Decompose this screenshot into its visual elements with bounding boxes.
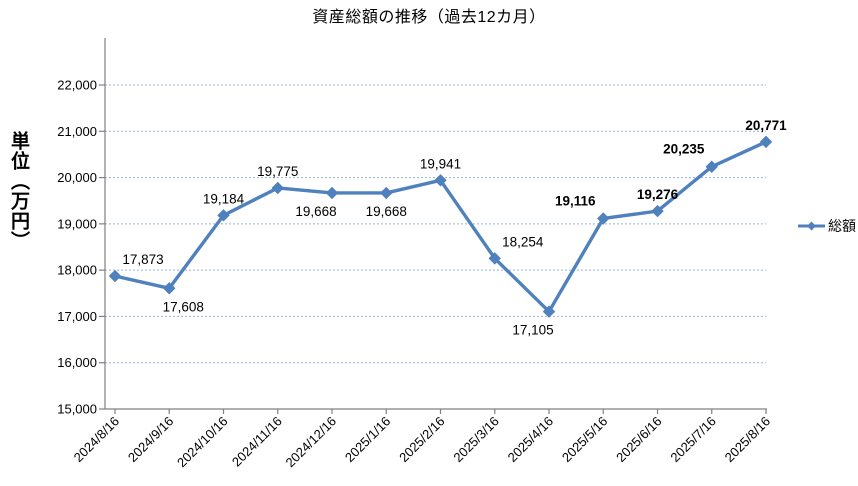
legend: 総額 (797, 216, 856, 236)
data-point-marker (217, 209, 230, 222)
data-point-marker (325, 186, 339, 200)
x-tick-label: 2025/6/16 (613, 414, 665, 466)
data-point-marker (759, 135, 773, 149)
y-tick-label: 15,000 (57, 402, 97, 417)
y-tick-label: 17,000 (57, 309, 97, 324)
x-tick-label: 2024/12/16 (282, 414, 339, 471)
data-point-marker (597, 212, 610, 225)
x-tick-label: 2025/1/16 (342, 414, 394, 466)
data-point-marker (434, 174, 447, 187)
data-point-marker (488, 252, 501, 265)
x-tick-label: 2024/10/16 (174, 414, 231, 471)
x-tick-label: 2025/8/16 (722, 414, 774, 466)
x-tick-label: 2025/4/16 (505, 414, 557, 466)
y-tick-label: 22,000 (57, 78, 97, 93)
x-tick-label: 2024/11/16 (229, 414, 285, 470)
data-point-label: 17,873 (122, 252, 163, 267)
y-tick-label: 21,000 (57, 124, 97, 139)
data-point-label: 18,254 (502, 234, 544, 249)
legend-series-label: 総額 (828, 218, 856, 234)
data-point-marker (271, 181, 284, 195)
data-point-marker (163, 282, 176, 295)
data-point-label: 17,105 (512, 323, 553, 338)
x-tick-label: 2025/2/16 (396, 414, 448, 466)
data-point-label: 19,116 (555, 193, 596, 208)
data-point-marker (542, 305, 556, 318)
x-tick-label: 2025/3/16 (450, 414, 502, 466)
data-point-label: 20,771 (745, 118, 787, 133)
x-tick-label: 2025/5/16 (559, 414, 611, 466)
x-tick-label: 2025/7/16 (667, 414, 719, 466)
y-tick-label: 16,000 (57, 355, 97, 370)
data-point-marker (380, 186, 393, 200)
data-point-marker (651, 204, 664, 218)
legend-line-marker-icon (798, 221, 825, 231)
y-tick-label: 18,000 (57, 263, 97, 278)
data-point-label: 19,276 (637, 187, 679, 202)
data-point-label: 20,235 (663, 142, 705, 157)
data-point-marker (705, 160, 718, 173)
y-axis-title: 単位（万円） (8, 131, 29, 251)
x-tick-label: 2024/9/16 (125, 414, 177, 466)
x-tick-label: 2024/8/16 (71, 414, 123, 466)
data-point-label: 19,668 (295, 204, 336, 219)
data-point-label: 19,184 (203, 191, 245, 206)
chart-title: 資産総額の推移（過去12カ月） (312, 9, 546, 26)
data-point-label: 17,608 (163, 299, 204, 314)
data-point-label: 19,775 (257, 164, 298, 179)
y-tick-label: 19,000 (57, 216, 97, 231)
data-point-marker (108, 269, 122, 283)
data-point-label: 19,941 (420, 156, 461, 171)
y-tick-label: 20,000 (57, 170, 97, 185)
data-point-label: 19,668 (366, 204, 407, 219)
